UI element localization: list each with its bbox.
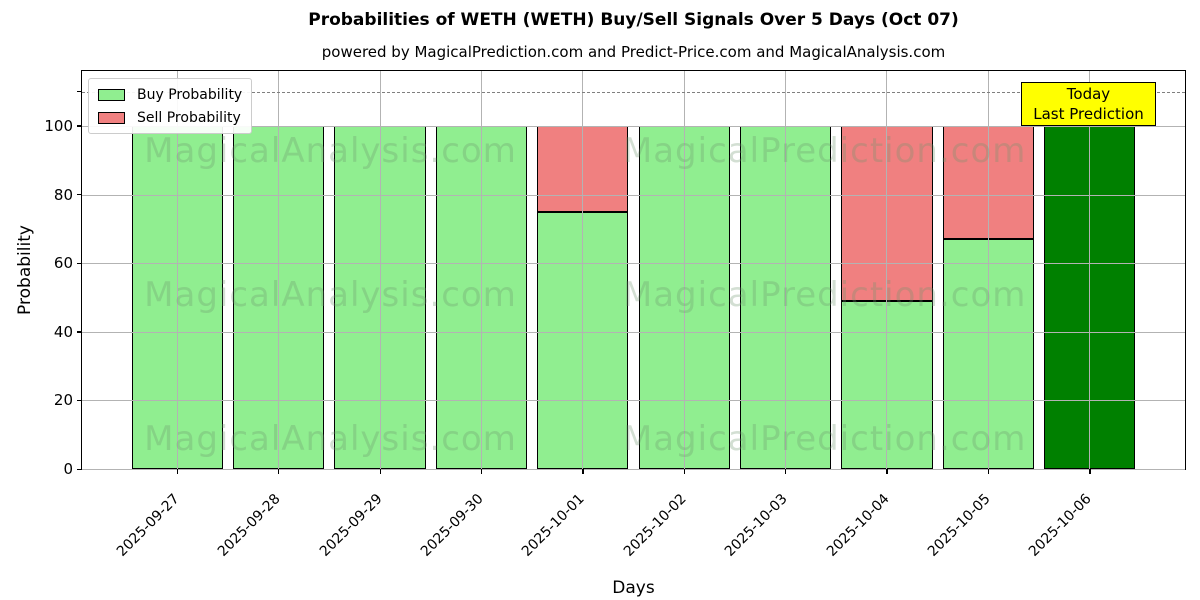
y-axis-tick [77, 262, 82, 264]
x-tick-label: 2025-10-05 [924, 491, 994, 560]
x-axis-tick [278, 469, 280, 474]
buy-probability-swatch [98, 88, 125, 101]
y-tick-label: 60 [53, 254, 73, 273]
horizontal-gridline [82, 125, 1185, 127]
vertical-gridline [1089, 71, 1091, 469]
y-axis-tick [77, 125, 82, 127]
vertical-gridline [785, 71, 787, 469]
x-tick-label: 2025-09-27 [113, 491, 183, 560]
vertical-gridline [278, 71, 280, 469]
y-tick-label: 0 [63, 460, 73, 478]
x-tick-label: 2025-10-01 [519, 491, 589, 560]
x-axis-tick [379, 469, 381, 474]
legend-label-sell: Sell Probability [137, 109, 241, 126]
vertical-gridline [379, 71, 381, 469]
plot-area: Buy Probability Sell Probability Today L… [44, 70, 1186, 560]
vertical-gridline [176, 71, 178, 469]
vertical-gridline [582, 71, 584, 469]
legend: Buy Probability Sell Probability [88, 78, 253, 134]
x-tick-label: 2025-09-28 [215, 491, 285, 560]
x-tick-label: 2025-10-02 [620, 491, 690, 560]
x-axis-tick [176, 469, 179, 474]
vertical-gridline [480, 71, 482, 469]
x-tick-label: 2025-10-04 [823, 491, 893, 560]
x-tick-label: 2025-09-30 [417, 491, 487, 560]
y-axis-tick [77, 399, 82, 402]
legend-item-buy: Buy Probability [98, 85, 242, 104]
x-axis-tick [886, 469, 888, 474]
x-axis-tick [683, 469, 685, 474]
today-annotation-line2: Last Prediction [1033, 105, 1144, 123]
horizontal-gridline [82, 194, 1185, 196]
vertical-gridline [683, 71, 685, 469]
vertical-gridline [987, 71, 989, 469]
x-axis-tick [582, 469, 584, 474]
x-axis-tick [987, 469, 990, 474]
dashed-threshold-line [82, 91, 1185, 93]
horizontal-gridline [82, 263, 1185, 265]
x-axis-tick [785, 469, 787, 474]
y-axis-tick [77, 331, 82, 333]
chart-subtitle: powered by MagicalPrediction.com and Pre… [321, 43, 946, 61]
y-axis-tick [77, 468, 82, 470]
chart-title: Probabilities of WETH (WETH) Buy/Sell Si… [308, 10, 959, 30]
x-axis-label: Days [612, 578, 655, 598]
horizontal-gridline [82, 331, 1185, 333]
y-tick-label: 40 [53, 322, 73, 341]
y-tick-label: 100 [44, 116, 73, 135]
x-axis-tick [480, 469, 483, 474]
y-tick-label: 20 [53, 391, 73, 410]
x-tick-label: 2025-10-06 [1026, 491, 1096, 560]
sell-probability-swatch [98, 111, 125, 124]
x-tick-label: 2025-09-29 [316, 491, 386, 560]
horizontal-gridline [82, 400, 1185, 402]
x-axis-tick [1089, 469, 1091, 474]
today-annotation-line1: Today [1066, 85, 1111, 103]
y-tick-label: 80 [53, 185, 73, 204]
legend-item-sell: Sell Probability [98, 108, 242, 127]
today-annotation: Today Last Prediction [1021, 82, 1156, 126]
x-tick-label: 2025-10-03 [722, 491, 791, 560]
legend-label-buy: Buy Probability [137, 86, 243, 103]
y-axis-label: Probability [15, 225, 35, 315]
y-axis-tick [77, 91, 82, 93]
y-axis-tick [77, 194, 82, 196]
vertical-gridline [886, 71, 888, 469]
horizontal-gridline [82, 469, 1185, 470]
